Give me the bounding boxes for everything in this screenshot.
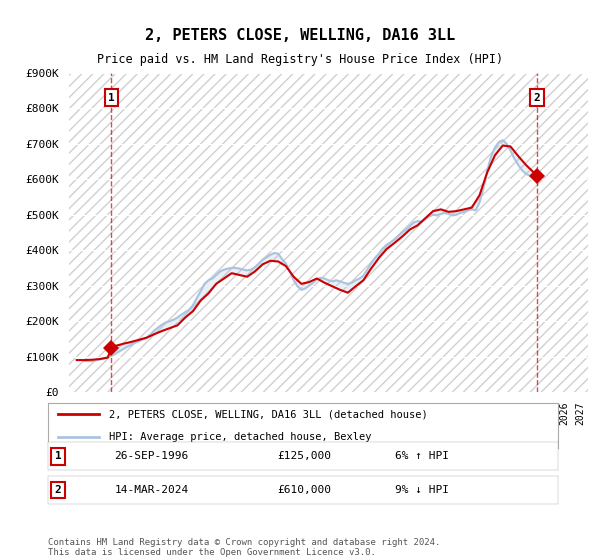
- Text: 2: 2: [533, 92, 541, 102]
- Text: 2, PETERS CLOSE, WELLING, DA16 3LL: 2, PETERS CLOSE, WELLING, DA16 3LL: [145, 28, 455, 43]
- Text: 1: 1: [108, 92, 115, 102]
- Text: Price paid vs. HM Land Registry's House Price Index (HPI): Price paid vs. HM Land Registry's House …: [97, 53, 503, 66]
- Text: 2, PETERS CLOSE, WELLING, DA16 3LL (detached house): 2, PETERS CLOSE, WELLING, DA16 3LL (deta…: [109, 409, 428, 419]
- Text: 6% ↑ HPI: 6% ↑ HPI: [395, 451, 449, 461]
- Text: Contains HM Land Registry data © Crown copyright and database right 2024.
This d: Contains HM Land Registry data © Crown c…: [48, 538, 440, 557]
- Text: 9% ↓ HPI: 9% ↓ HPI: [395, 485, 449, 495]
- Text: £610,000: £610,000: [277, 485, 331, 495]
- Text: £125,000: £125,000: [277, 451, 331, 461]
- Text: HPI: Average price, detached house, Bexley: HPI: Average price, detached house, Bexl…: [109, 432, 372, 442]
- Text: 14-MAR-2024: 14-MAR-2024: [114, 485, 188, 495]
- Text: 26-SEP-1996: 26-SEP-1996: [114, 451, 188, 461]
- Text: 2: 2: [55, 485, 62, 495]
- Text: 1: 1: [55, 451, 62, 461]
